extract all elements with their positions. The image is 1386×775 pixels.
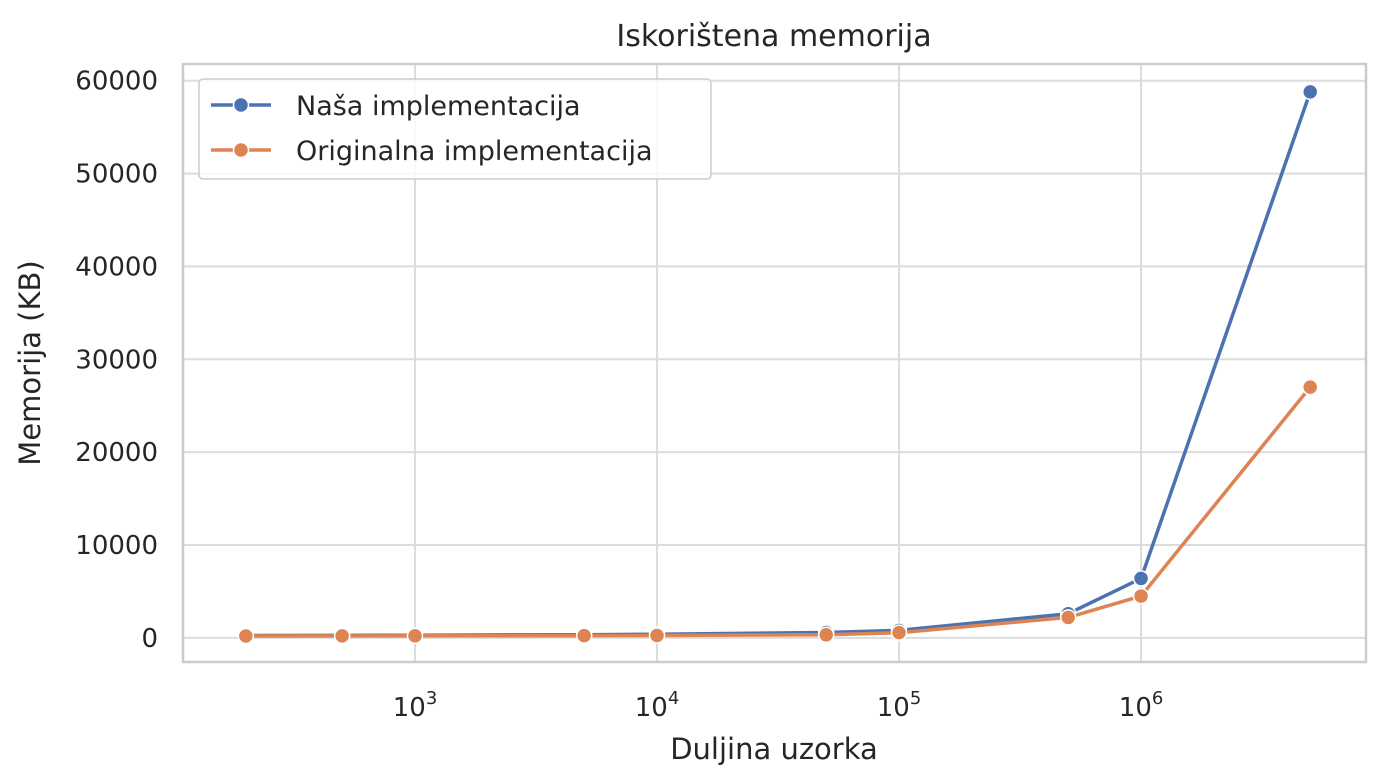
legend-label: Originalna implementacija [296, 136, 653, 167]
y-axis-ticks: 0 10000 20000 30000 40000 50000 60000 [75, 67, 158, 654]
data-point [1132, 587, 1150, 605]
data-point [575, 627, 593, 644]
data-point [1059, 609, 1077, 626]
data-point [406, 627, 424, 645]
series-2 [237, 378, 1319, 645]
y-tick-label: 50000 [75, 160, 158, 190]
x-axis-label: Duljina uzorka [670, 732, 878, 766]
legend: Naša implementacija Originalna implementa… [198, 78, 712, 180]
data-point [333, 627, 351, 645]
x-tick-base: 10 [393, 693, 426, 723]
y-tick-label: 0 [141, 624, 158, 654]
data-point [1132, 570, 1150, 587]
y-tick-label: 20000 [75, 438, 158, 468]
data-point [648, 627, 666, 644]
x-tick-base: 10 [635, 693, 668, 723]
data-point [237, 627, 255, 645]
legend-label: Naša implementacija [296, 91, 581, 122]
x-tick-exponent: 5 [910, 688, 921, 709]
series-layer [237, 83, 1319, 645]
y-tick-label: 40000 [75, 252, 158, 282]
series-line [245, 385, 1312, 638]
x-tick-label: 104 [635, 688, 680, 723]
data-point [1301, 378, 1319, 396]
legend-item: Originalna implementacija [211, 136, 653, 167]
x-tick-label: 106 [1119, 688, 1164, 723]
chart-title: Iskorištena memorija [616, 19, 931, 54]
x-tick-exponent: 3 [426, 688, 437, 709]
y-axis-label: Memorija (KB) [13, 260, 47, 465]
legend-marker [232, 141, 250, 159]
legend-item: Naša implementacija [211, 91, 581, 122]
plot-frame [181, 62, 1368, 664]
y-tick-label: 10000 [75, 531, 158, 561]
y-tick-label: 30000 [75, 345, 158, 375]
x-tick-base: 10 [1119, 693, 1152, 723]
data-point [1301, 83, 1319, 101]
x-tick-base: 10 [877, 693, 910, 723]
x-tick-exponent: 6 [1152, 688, 1163, 709]
x-axis-ticks: 103 104 105 106 [393, 688, 1164, 723]
y-tick-label: 60000 [75, 67, 158, 97]
x-tick-label: 105 [877, 688, 922, 723]
legend-box [198, 78, 712, 180]
x-tick-exponent: 4 [668, 688, 679, 709]
data-point [890, 624, 908, 641]
x-tick-label: 103 [393, 688, 438, 723]
data-point [817, 626, 835, 644]
legend-marker [232, 96, 250, 114]
